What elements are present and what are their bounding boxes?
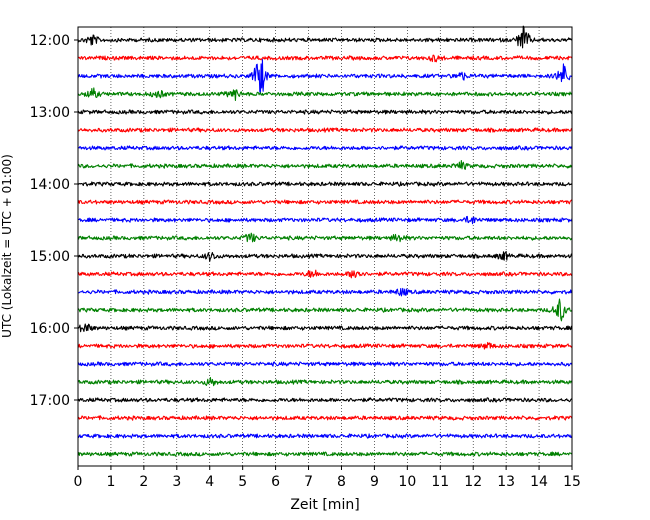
trace-1215 xyxy=(77,54,573,63)
vertical-gridlines xyxy=(110,27,540,466)
trace-1415 xyxy=(77,199,573,205)
plot-frame xyxy=(77,26,573,467)
trace-1245 xyxy=(77,87,573,101)
trace-1615 xyxy=(77,341,573,350)
x-tick-label-14: 14 xyxy=(530,474,548,490)
x-tick-label-2: 2 xyxy=(139,474,148,490)
y-axis-label: UTC (Lokalzeit = UTC + 01:00) xyxy=(0,154,14,338)
x-tick-label-3: 3 xyxy=(172,474,181,490)
trace-1315 xyxy=(77,127,573,133)
trace-1545 xyxy=(77,298,573,322)
x-tick-label-1: 1 xyxy=(106,474,115,490)
y-tick-label-1300: 13:00 xyxy=(30,105,70,121)
trace-1515 xyxy=(77,269,573,279)
trace-1445 xyxy=(77,232,573,243)
y-tick-label-1400: 14:00 xyxy=(30,177,70,193)
trace-1600 xyxy=(77,323,573,333)
trace-1330 xyxy=(77,145,573,151)
trace-1300 xyxy=(77,109,573,115)
x-axis-ticks: 0 1 2 3 4 5 6 7 8 9 10 11 12 13 14 15 xyxy=(74,466,581,490)
trace-1645 xyxy=(77,377,573,387)
x-tick-label-4: 4 xyxy=(205,474,214,490)
x-tick-label-9: 9 xyxy=(370,474,379,490)
trace-1530 xyxy=(77,287,573,297)
x-tick-label-10: 10 xyxy=(398,474,416,490)
trace-1345 xyxy=(77,159,573,170)
x-axis-label: Zeit [min] xyxy=(290,497,359,513)
trace-1200 xyxy=(77,25,573,49)
y-tick-label-1700: 17:00 xyxy=(30,393,70,409)
x-tick-label-6: 6 xyxy=(271,474,280,490)
x-tick-label-0: 0 xyxy=(74,474,83,490)
trace-1230 xyxy=(77,59,573,95)
y-tick-label-1200: 12:00 xyxy=(30,33,70,49)
x-tick-label-11: 11 xyxy=(431,474,449,490)
trace-group xyxy=(77,25,573,457)
trace-1730 xyxy=(77,433,573,439)
y-tick-label-1500: 15:00 xyxy=(30,249,70,265)
x-tick-label-15: 15 xyxy=(563,474,581,490)
trace-1430 xyxy=(77,215,573,225)
x-tick-label-13: 13 xyxy=(497,474,515,490)
x-tick-label-7: 7 xyxy=(304,474,313,490)
trace-1400 xyxy=(77,181,573,187)
x-tick-label-5: 5 xyxy=(238,474,247,490)
trace-1500 xyxy=(77,250,573,262)
trace-1715 xyxy=(77,415,573,421)
x-tick-label-8: 8 xyxy=(337,474,346,490)
trace-1745 xyxy=(77,451,573,457)
y-axis-ticks: 12:00 13:00 14:00 15:00 16:00 17:00 xyxy=(30,33,78,409)
trace-1630 xyxy=(77,361,573,367)
x-tick-label-12: 12 xyxy=(464,474,482,490)
trace-1700 xyxy=(77,397,573,403)
y-tick-label-1600: 16:00 xyxy=(30,321,70,337)
